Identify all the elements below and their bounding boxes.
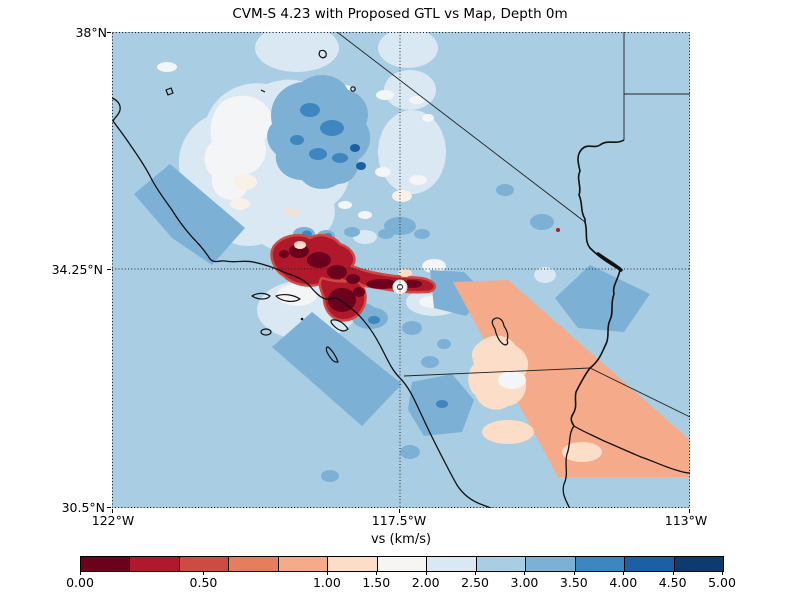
colorbar-segment-6 [377,557,428,571]
colorbar-segment-3 [229,557,279,571]
x-tick-label-122w: 122°W [91,513,135,528]
colorbar-tickmark [623,571,625,575]
x-axis-tick [399,509,400,513]
colorbar [80,556,724,572]
pacific-coastline [112,97,493,508]
colorbar-segment-8 [476,557,527,571]
island-santa-barbara [300,317,304,321]
dark-blue-spots [290,103,560,408]
channel-islands [251,292,349,363]
gtl-southeast-band [453,280,690,477]
colorbar-segment-0 [81,557,131,571]
velocity-map [112,32,690,508]
colorbar-tick-label: 1.00 [312,575,341,590]
colorbar-tick-label: 1.50 [362,575,391,590]
y-tick-label-38n: 38°N [75,25,107,40]
colorbar-segment-7 [427,557,477,571]
y-axis-tick [107,269,111,270]
y-tick-label-3425n: 34.25°N [51,262,103,277]
colorbar-tick-label: 0.50 [189,575,218,590]
y-axis-tick [107,507,111,508]
y-tick-label-305n: 30.5°N [61,500,105,515]
station-marker-ring [396,283,404,291]
colorbar-tickmark [722,571,723,575]
colorado-river [562,139,690,508]
colorbar-segment-9 [526,557,576,571]
la-basin-low-velocity-zone [270,233,437,322]
map-frame [112,32,690,508]
colorbar-tickmark [672,571,674,575]
salton-sea-outline [491,317,509,346]
colorbar-tick-label: 3.00 [510,575,539,590]
colorbar-tick-label: 2.50 [461,575,489,590]
colorbar-tickmark [573,571,575,575]
lake-havasu [596,252,623,272]
chart-title: CVM-S 4.23 with Proposed GTL vs Map, Dep… [232,6,568,22]
colorbar-segment-10 [575,557,626,571]
gulf-coast-east [573,425,690,474]
island-san-nicolas [260,328,272,336]
island-catalina [330,319,349,332]
x-axis-tick [689,509,690,513]
gulf-coast-west [562,425,575,508]
colorbar-tickmark [326,571,328,575]
gridlines [112,32,690,508]
colorbar-tickmark [425,571,427,575]
tiny-red-contour-dot [556,228,560,232]
colorbar-tick-label: 2.00 [411,575,440,590]
colorbar-segment-4 [278,557,329,571]
white-patches [157,62,446,308]
colorbar-tick-label: 0.00 [66,575,94,590]
colorbar-tickmark [203,571,205,575]
colorbar-segment-12 [674,557,724,571]
colorbar-segment-11 [625,557,675,571]
colorbar-segment-2 [179,557,230,571]
colorbar-tick-label: 5.00 [708,575,736,590]
california-nevada-border [336,32,586,223]
x-axis-tick [112,509,113,513]
colorbar-tickmark [376,571,378,575]
colorbar-tickmark [80,571,81,575]
x-tick-label-1175w: 117.5°W [371,513,427,528]
x-tick-label-113w: 113°W [664,513,708,528]
island-san-clemente [325,346,339,363]
colorbar-label: vs (km/s) [370,532,432,547]
colorbar-tick-label: 4.50 [658,575,687,590]
colorbar-tickmark [475,571,477,575]
y-axis-tick [107,32,111,33]
colorbar-tick-label: 4.00 [609,575,638,590]
colorbar-tickmark [524,571,526,575]
colorbar-tick-label: 3.50 [559,575,588,590]
colorbar-segment-1 [130,557,180,571]
colorbar-segment-5 [328,557,378,571]
small-lakes-and-islets [165,49,356,96]
